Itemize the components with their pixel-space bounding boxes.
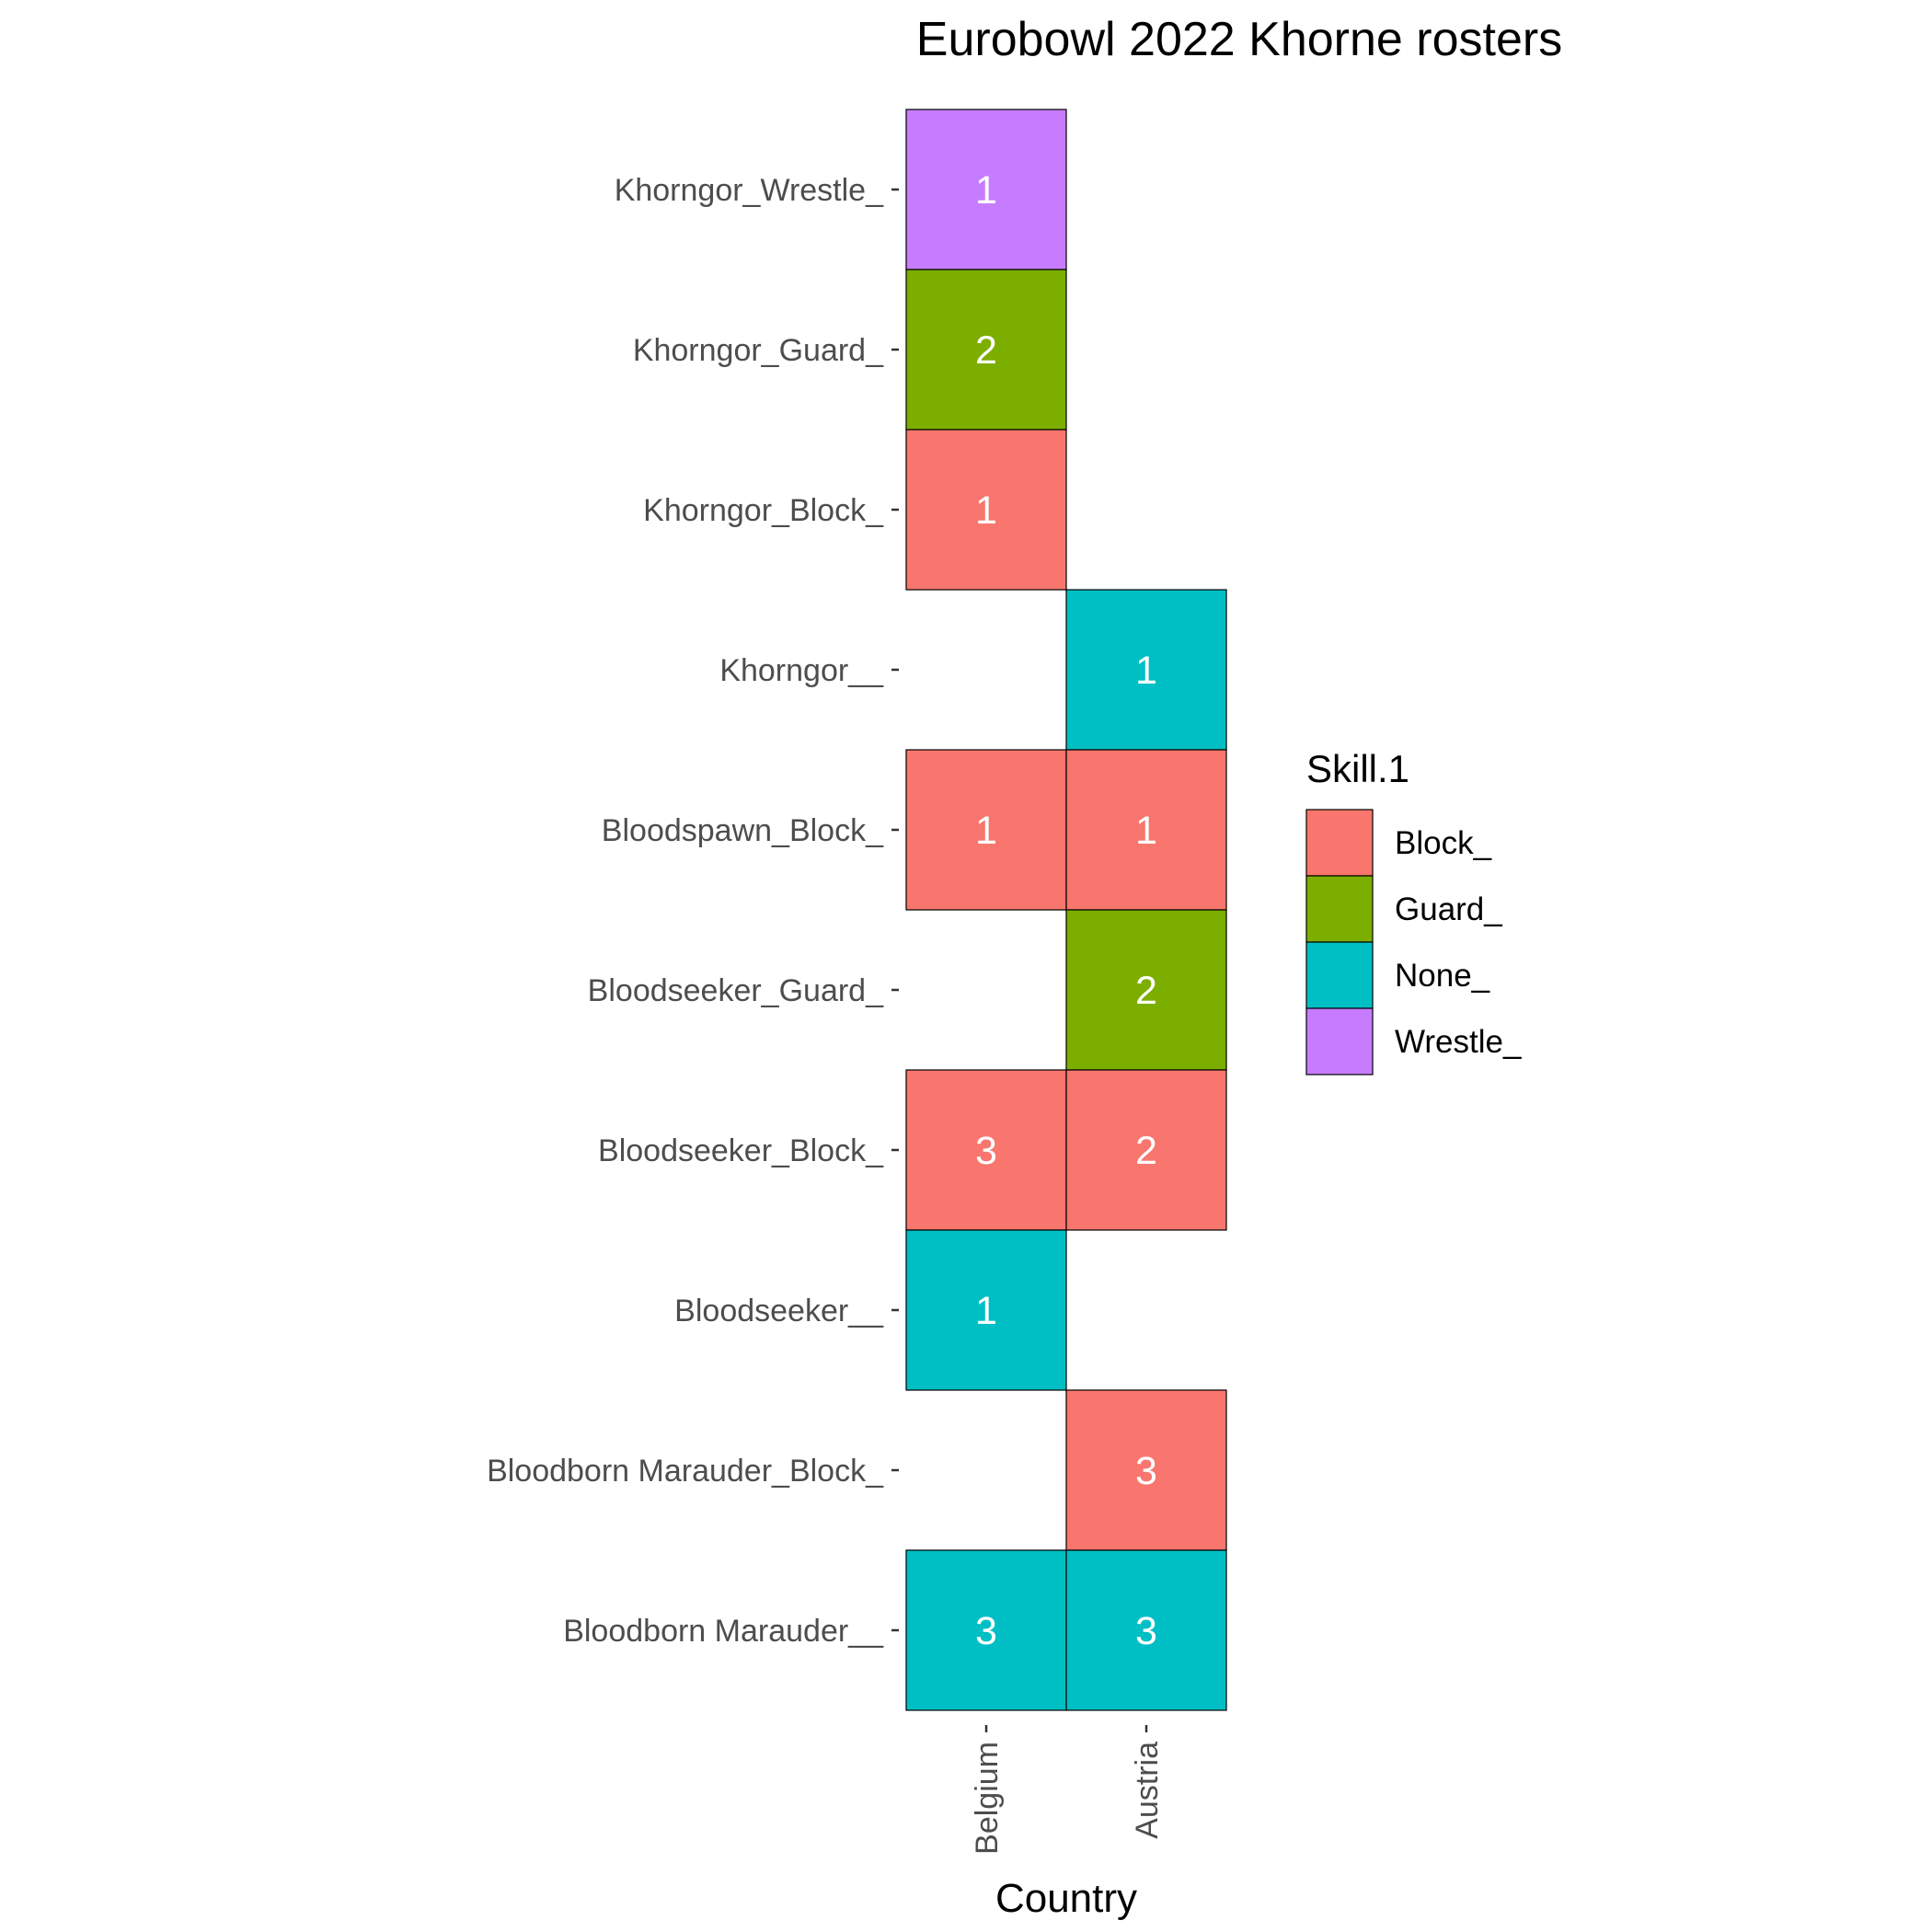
x-tick-label: Austria xyxy=(1130,1742,1165,1839)
heatmap-cell: 1 xyxy=(905,1229,1067,1391)
heatmap-cell: 3 xyxy=(1065,1389,1227,1551)
heatmap-cell-rect xyxy=(1065,1389,1227,1551)
heatmap-cell-rect xyxy=(905,1069,1067,1231)
heatmap-cell: 3 xyxy=(905,1549,1067,1711)
chart-title: Eurobowl 2022 Khorne rosters xyxy=(916,13,1562,66)
heatmap-cell: 3 xyxy=(905,1069,1067,1231)
cell-value-label: 1 xyxy=(975,1289,997,1333)
legend-label: Wrestle_ xyxy=(1395,1024,1522,1060)
legend-swatch xyxy=(1305,809,1374,877)
heatmap-cell: 2 xyxy=(1065,909,1227,1071)
heatmap-cell-rect xyxy=(905,429,1067,591)
legend-label: None_ xyxy=(1395,958,1490,994)
y-tick-label: Bloodseeker_Guard_ xyxy=(588,973,884,1008)
legend-swatch xyxy=(1305,1007,1374,1075)
cell-value-label: 3 xyxy=(975,1609,997,1653)
heatmap-cell: 3 xyxy=(1065,1549,1227,1711)
y-tick-label: Bloodborn Marauder__ xyxy=(563,1614,884,1649)
y-tick-label: Bloodborn Marauder_Block_ xyxy=(487,1454,884,1489)
cell-value-label: 3 xyxy=(975,1129,997,1173)
heatmap-cell-rect xyxy=(1065,909,1227,1071)
cell-value-label: 1 xyxy=(975,809,997,853)
legend-item: Guard_ xyxy=(1305,875,1502,943)
heatmap-cell-rect xyxy=(905,1229,1067,1391)
cell-value-label: 3 xyxy=(1135,1449,1157,1493)
y-tick-label: Bloodseeker_Block_ xyxy=(598,1133,884,1168)
heatmap-cell-rect xyxy=(905,269,1067,431)
heatmap-cells: 1 2 1 1 1 1 2 3 2 1 3 3 3 xyxy=(905,109,1227,1711)
legend-item: Block_ xyxy=(1305,809,1492,877)
y-tick-label: Bloodseeker__ xyxy=(674,1294,884,1328)
heatmap-cell-rect xyxy=(905,1549,1067,1711)
cell-value-label: 1 xyxy=(1135,649,1157,693)
heatmap-cell-rect xyxy=(905,109,1067,270)
heatmap-cell-rect xyxy=(1065,1069,1227,1231)
legend-swatch xyxy=(1305,941,1374,1009)
y-tick-label: Bloodspawn_Block_ xyxy=(602,813,884,848)
heatmap-cell: 1 xyxy=(905,429,1067,591)
heatmap-cell: 1 xyxy=(905,109,1067,270)
cell-value-label: 3 xyxy=(1135,1609,1157,1653)
heatmap-cell: 1 xyxy=(1065,749,1227,911)
heatmap-cell: 2 xyxy=(1065,1069,1227,1231)
cell-value-label: 2 xyxy=(1135,1129,1157,1173)
y-tick-label: Khorngor_Guard_ xyxy=(633,333,884,368)
legend-label: Block_ xyxy=(1395,825,1492,861)
heatmap-cell-rect xyxy=(905,749,1067,911)
cell-value-label: 1 xyxy=(1135,809,1157,853)
heatmap-cell: 1 xyxy=(1065,589,1227,751)
cell-value-label: 1 xyxy=(975,489,997,533)
heatmap-cell-rect xyxy=(1065,749,1227,911)
legend: Skill.1 Block_ Guard_ None_ Wrestle_ xyxy=(1305,747,1522,1075)
x-axis: Belgium Austria xyxy=(970,1725,1165,1855)
cell-value-label: 1 xyxy=(975,168,997,213)
legend-label: Guard_ xyxy=(1395,891,1502,927)
legend-title: Skill.1 xyxy=(1306,747,1409,790)
legend-item: Wrestle_ xyxy=(1305,1007,1522,1075)
heatmap-cell: 2 xyxy=(905,269,1067,431)
cell-value-label: 2 xyxy=(975,328,997,373)
legend-item: None_ xyxy=(1305,941,1490,1009)
heatmap-cell-rect xyxy=(1065,1549,1227,1711)
legend-swatch xyxy=(1305,875,1374,943)
y-axis: Khorngor_Wrestle_ Khorngor_Guard_ Khorngor… xyxy=(487,173,899,1649)
y-tick-label: Khorngor_Wrestle_ xyxy=(615,173,884,208)
y-tick-label: Khorngor__ xyxy=(719,653,884,688)
y-tick-label: Khorngor_Block_ xyxy=(643,493,884,528)
heatmap-cell: 1 xyxy=(905,749,1067,911)
heatmap-cell-rect xyxy=(1065,589,1227,751)
x-axis-title: Country xyxy=(995,1876,1137,1921)
x-tick-label: Belgium xyxy=(970,1742,1005,1855)
cell-value-label: 2 xyxy=(1135,969,1157,1013)
